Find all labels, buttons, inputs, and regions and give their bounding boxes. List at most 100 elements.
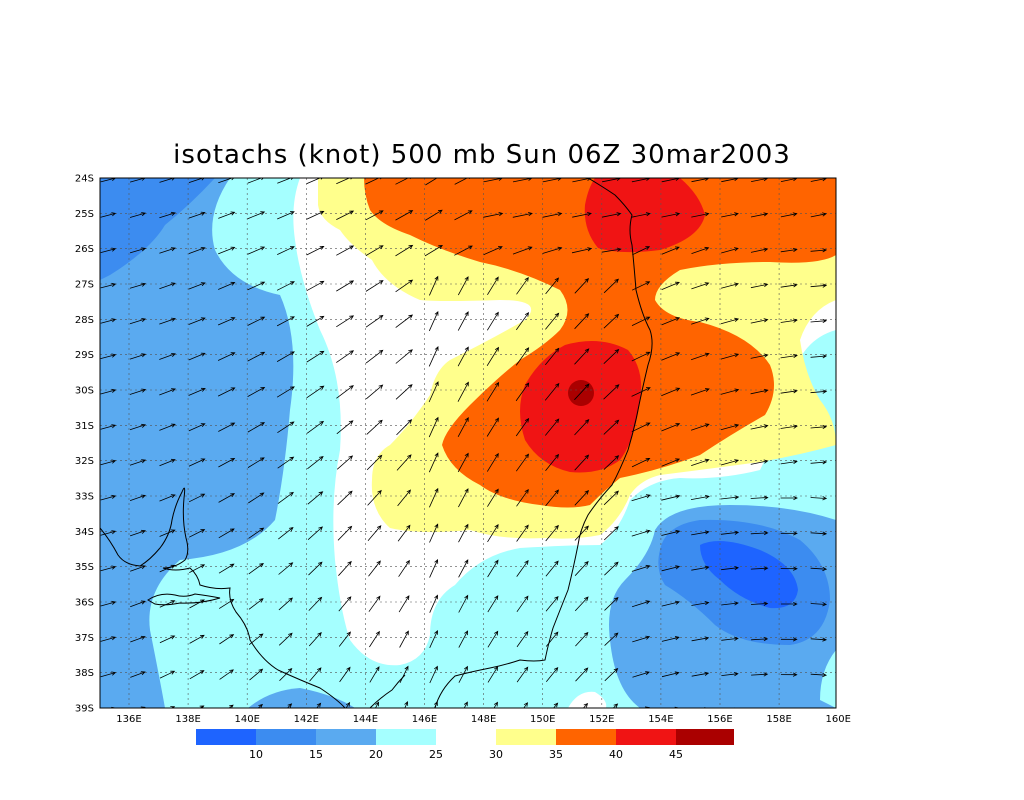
- wind-arrow: [247, 178, 264, 184]
- wind-arrow: [218, 493, 236, 503]
- wind-arrow: [188, 387, 206, 396]
- wind-arrow: [483, 212, 504, 218]
- wind-arrow: [100, 318, 117, 324]
- wind-arrow: [218, 422, 236, 432]
- wind-arrow: [458, 665, 468, 683]
- wind-arrow: [750, 530, 769, 536]
- wind-arrow: [159, 670, 176, 679]
- wind-arrow: [189, 634, 205, 644]
- wind-arrow: [720, 495, 740, 500]
- wind-arrow: [336, 385, 354, 399]
- wind-arrow: [159, 423, 176, 431]
- wind-arrow: [100, 671, 117, 678]
- wind-arrow: [308, 596, 323, 611]
- wind-arrow: [661, 423, 681, 432]
- wind-arrow: [130, 565, 146, 572]
- colorbar: 10 15 20 25 30 35 40 45: [196, 729, 734, 761]
- wind-arrow: [247, 351, 266, 362]
- wind-arrow: [810, 531, 828, 536]
- lat-label: 24S: [75, 174, 94, 185]
- wind-arrow: [429, 558, 439, 578]
- wind-arrow: [721, 636, 739, 641]
- wind-arrow: [811, 709, 826, 713]
- wind-arrow: [336, 455, 354, 470]
- wind-arrow: [140, 706, 146, 708]
- wind-arrow: [674, 706, 680, 708]
- wind-arrow: [257, 703, 264, 708]
- wind-arrow: [424, 245, 443, 257]
- wind-arrow: [750, 388, 769, 395]
- colorbar-swatch: [676, 729, 734, 745]
- wind-arrow: [720, 423, 740, 431]
- colorbar-swatch: [496, 729, 556, 745]
- wind-arrow: [397, 524, 411, 542]
- colorbar-label: 45: [669, 748, 683, 761]
- wind-arrow: [130, 635, 146, 643]
- wind-arrow: [308, 561, 323, 576]
- wind-arrow: [100, 530, 117, 536]
- wind-arrow: [367, 525, 382, 542]
- wind-arrow: [457, 381, 469, 402]
- wind-arrow: [545, 560, 559, 577]
- wind-arrow: [691, 671, 710, 677]
- fill-15-20-west: [100, 178, 294, 708]
- wind-arrow: [751, 672, 769, 677]
- wind-arrow: [542, 246, 563, 254]
- wind-arrow: [780, 212, 798, 218]
- wind-arrow: [188, 458, 206, 467]
- wind-arrow: [397, 489, 411, 507]
- wind-arrow: [367, 489, 382, 506]
- wind-arrow: [720, 353, 740, 360]
- wind-arrow: [278, 632, 293, 646]
- wind-arrow: [603, 490, 619, 506]
- wind-arrow: [306, 315, 325, 327]
- wind-arrow: [612, 703, 619, 708]
- wind-arrow: [604, 667, 619, 682]
- lat-label: 39S: [75, 704, 94, 715]
- wind-arrow: [691, 246, 710, 254]
- lon-label: 154E: [648, 714, 673, 725]
- colorbar-label: 10: [249, 748, 263, 761]
- wind-arrow: [545, 312, 560, 330]
- wind-arrow: [248, 598, 264, 610]
- wind-arrow: [661, 317, 681, 326]
- wind-arrow: [159, 635, 176, 644]
- wind-arrow: [218, 528, 235, 539]
- wind-arrow: [395, 384, 413, 400]
- wind-arrow: [399, 665, 409, 683]
- wind-arrow: [428, 381, 439, 403]
- wind-arrow: [486, 311, 499, 331]
- wind-arrow: [516, 666, 529, 683]
- wind-arrow: [458, 630, 469, 648]
- wind-arrow: [780, 424, 798, 429]
- lon-label: 158E: [766, 714, 791, 725]
- wind-arrow: [336, 350, 355, 363]
- wind-arrow: [572, 212, 592, 218]
- wind-arrow: [159, 600, 176, 608]
- wind-arrow: [661, 529, 681, 536]
- wind-arrow: [571, 247, 593, 254]
- wind-arrow: [661, 281, 680, 290]
- wind-vectors: [100, 178, 828, 713]
- wind-arrow: [100, 247, 117, 253]
- lon-label: 138E: [175, 714, 200, 725]
- wind-arrow: [345, 701, 351, 708]
- wind-arrow: [100, 600, 117, 607]
- wind-arrow: [100, 424, 117, 430]
- wind-arrow: [721, 247, 739, 254]
- wind-arrow: [428, 452, 439, 473]
- wind-arrow: [336, 280, 355, 292]
- wind-arrow: [516, 630, 529, 648]
- wind-arrow: [780, 353, 798, 359]
- wind-arrow: [631, 281, 651, 291]
- wind-arrow: [336, 210, 355, 220]
- lat-label: 28S: [75, 315, 94, 326]
- wind-arrow: [100, 494, 117, 501]
- wind-arrow: [720, 530, 740, 535]
- lat-label: 37S: [75, 633, 94, 644]
- wind-arrow: [309, 667, 322, 682]
- lon-label: 146E: [412, 714, 437, 725]
- wind-arrow: [631, 387, 651, 397]
- wind-arrow: [457, 346, 469, 367]
- wind-arrow: [395, 244, 414, 257]
